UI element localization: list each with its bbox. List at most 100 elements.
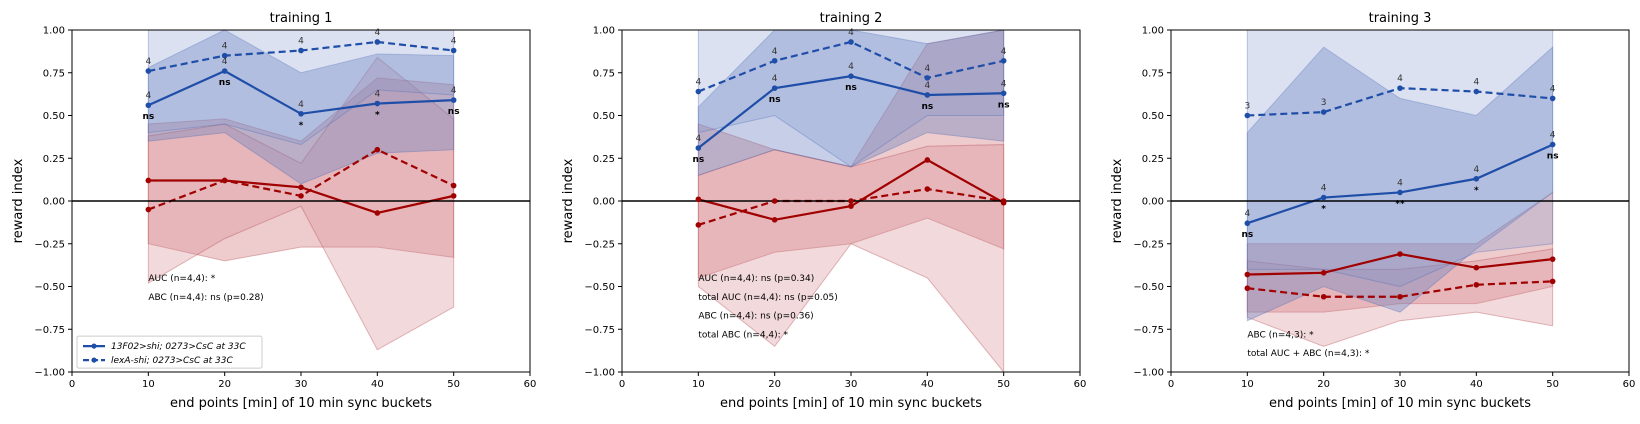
x-tick-label: 20 [768, 379, 781, 390]
x-tick-label: 30 [295, 379, 308, 390]
data-point [1320, 293, 1327, 300]
n-label: 4 [772, 47, 778, 57]
legend-swatch-marker [91, 357, 97, 363]
y-tick-label: 0.00 [43, 197, 65, 208]
data-point [924, 186, 931, 192]
x-tick-label: 60 [1074, 379, 1087, 390]
data-point [1473, 175, 1480, 182]
y-tick-label: −0.75 [1133, 325, 1164, 336]
y-tick-label: −1.00 [1133, 368, 1164, 379]
data-point [450, 47, 457, 54]
y-tick-label: 1.00 [1142, 26, 1164, 37]
x-tick-label: 0 [69, 379, 75, 390]
y-tick-label: 0.00 [1142, 197, 1164, 208]
x-tick-label: 60 [1623, 379, 1636, 390]
chart-title: training 1 [270, 11, 333, 26]
data-point [695, 88, 702, 95]
n-label: 4 [1244, 209, 1250, 219]
x-tick-label: 60 [524, 379, 537, 390]
data-point [1549, 278, 1556, 285]
y-tick-label: −0.50 [584, 282, 615, 293]
x-tick-label: 20 [1317, 379, 1330, 390]
data-point [450, 97, 457, 103]
data-point [374, 210, 381, 216]
data-point [1549, 141, 1556, 148]
stat-annotation: total AUC (n=4,4): ns (p=0.05) [698, 293, 837, 303]
n-label: 3 [1244, 102, 1250, 112]
data-point [1397, 293, 1403, 300]
ci-band-series-3 [697, 30, 1005, 279]
significance-label: ns [142, 112, 154, 122]
y-tick-label: 0.75 [43, 68, 65, 79]
x-tick-label: 50 [447, 379, 460, 390]
x-tick-label: 50 [1546, 379, 1559, 390]
n-label: 4 [451, 37, 457, 47]
x-axis-label: end points [min] of 10 min sync buckets [170, 396, 432, 411]
ci-band-series-1 [697, 30, 1005, 177]
chart-title: training 2 [820, 11, 883, 26]
x-tick-label: 10 [692, 379, 705, 390]
y-tick-label: −0.25 [584, 239, 615, 250]
significance-label: ns [921, 102, 933, 112]
n-label: 4 [145, 57, 151, 67]
data-point [771, 57, 778, 64]
series-line-4 [1247, 280, 1553, 298]
y-tick-label: 0.75 [1142, 68, 1164, 79]
n-label: 4 [222, 57, 228, 67]
n-label: 4 [1550, 84, 1556, 94]
n-label: 4 [848, 28, 854, 38]
legend-swatch-marker [91, 343, 97, 349]
x-tick-label: 30 [1394, 379, 1407, 390]
n-label: 4 [848, 62, 854, 72]
y-tick-label: 0.50 [593, 111, 615, 122]
x-tick-label: 50 [997, 379, 1010, 390]
legend-label: 13F02>shi; 0273>CsC at 33C [111, 342, 246, 352]
plot-area [697, 30, 1005, 372]
significance-label: * [375, 111, 380, 121]
n-label: 4 [695, 78, 701, 88]
y-axis-label: reward index [11, 158, 26, 243]
data-point [1000, 57, 1007, 64]
y-tick-label: 0.50 [1142, 111, 1164, 122]
data-point [1244, 285, 1251, 292]
data-point [1397, 85, 1403, 91]
data-point [848, 39, 854, 45]
n-label: 4 [145, 91, 151, 101]
data-point [1473, 281, 1480, 288]
stat-annotation: total AUC + ABC (n=4,3): * [1247, 349, 1370, 359]
data-point [695, 196, 702, 203]
stat-annotation: total ABC (n=4,4): * [698, 330, 788, 340]
y-tick-label: −0.50 [1133, 282, 1164, 293]
data-point [450, 193, 457, 199]
x-axis-label: end points [min] of 10 min sync buckets [1269, 396, 1531, 411]
x-tick-label: 40 [1470, 379, 1483, 390]
data-point [771, 217, 778, 223]
n-label: 4 [298, 37, 304, 47]
data-point [221, 177, 228, 184]
data-point [771, 85, 778, 91]
data-point [924, 157, 931, 163]
y-tick-label: 1.00 [43, 26, 65, 37]
x-tick-label: 0 [619, 379, 625, 390]
data-point [1244, 220, 1251, 227]
data-point [298, 193, 304, 199]
data-point [1473, 264, 1480, 271]
n-label: 4 [374, 90, 380, 100]
n-label: 4 [1397, 74, 1403, 84]
data-point [145, 177, 152, 184]
y-tick-label: −0.50 [34, 282, 65, 293]
data-point [695, 222, 702, 228]
data-point [450, 182, 457, 189]
significance-label: ** [1395, 199, 1405, 209]
stat-annotation: AUC (n=4,4): * [148, 274, 215, 284]
y-axis-label: reward index [1110, 158, 1125, 243]
stat-annotation: ABC (n=4,3): * [1247, 330, 1314, 340]
y-tick-label: −0.25 [34, 239, 65, 250]
y-tick-label: 0.75 [593, 68, 615, 79]
data-point [1320, 109, 1327, 115]
data-point [1397, 251, 1403, 257]
significance-label: ns [998, 100, 1010, 110]
n-label: 4 [695, 134, 701, 144]
